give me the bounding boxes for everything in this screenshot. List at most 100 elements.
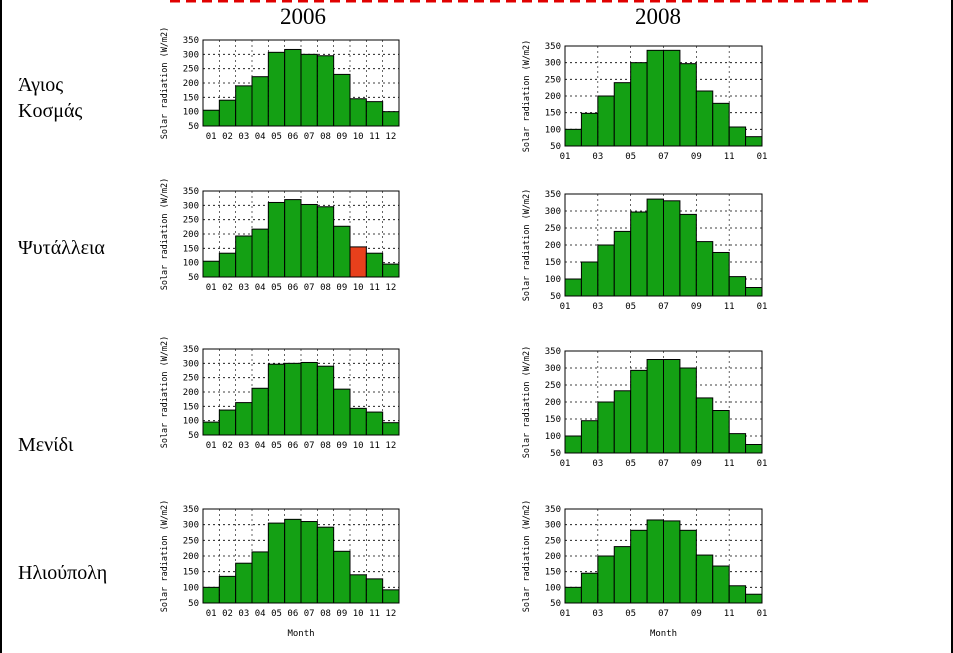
y-tick-label: 50 (550, 142, 561, 152)
y-tick-label: 350 (545, 347, 561, 357)
bar-month-09 (695, 90, 714, 147)
bar-month-07 (663, 200, 681, 297)
bar-month-06 (646, 49, 664, 147)
y-tick-label: 350 (183, 345, 199, 355)
x-tick-label: 03 (592, 459, 603, 469)
year-heading-2006: 2006 (280, 4, 326, 29)
bar-month-06 (284, 362, 302, 436)
bar-month-07 (300, 203, 318, 278)
y-axis-label: Solar radiation (W/m2) (522, 346, 532, 459)
y-tick-label: 200 (545, 552, 561, 562)
y-tick-label: 150 (545, 568, 561, 578)
y-tick-label: 50 (188, 599, 199, 609)
x-tick-label: 02 (222, 132, 233, 142)
bar-month-06 (284, 199, 302, 278)
bar-month-05 (630, 62, 648, 147)
x-tick-label: 04 (255, 441, 266, 451)
y-tick-label: 200 (545, 398, 561, 408)
x-tick-label: 04 (255, 609, 266, 619)
x-tick-label: 06 (287, 132, 298, 142)
y-tick-label: 100 (183, 417, 199, 427)
bar-month-08 (679, 63, 697, 147)
bar-month-07 (663, 49, 681, 147)
bar-month-04 (613, 230, 632, 297)
bar-month-09 (333, 225, 351, 278)
x-tick-label: 08 (320, 132, 331, 142)
y-tick-label: 50 (188, 273, 199, 283)
bar-month-07 (300, 53, 318, 127)
bar-month-08 (316, 526, 335, 604)
y-tick-label: 250 (183, 374, 199, 384)
bar-month-09 (333, 73, 351, 127)
x-tick-label: 04 (255, 132, 266, 142)
x-tick-label: 05 (271, 132, 282, 142)
bar-month-03 (597, 555, 615, 604)
bar-month-07 (300, 521, 318, 604)
bar-month-12 (745, 287, 763, 297)
bar-month-11 (728, 585, 747, 604)
x-tick-label: 01 (560, 302, 571, 312)
x-tick-label: 11 (369, 609, 380, 619)
x-tick-label: 02 (222, 609, 233, 619)
x-tick-label: 09 (336, 609, 347, 619)
x-tick-label: 05 (625, 459, 636, 469)
bar-month-01 (564, 586, 582, 604)
x-tick-label: 12 (385, 609, 396, 619)
x-tick-label: 12 (385, 132, 396, 142)
x-tick-label: 07 (658, 459, 669, 469)
y-tick-label: 250 (183, 65, 199, 75)
chart-Μενίδι-2008: 50 100 150 200 250 300 350 01 03 05 07 09 11 01 Solar … (522, 346, 768, 469)
x-tick-label: 05 (271, 609, 282, 619)
bar-month-03 (235, 85, 253, 127)
x-tick-label: 10 (353, 283, 364, 293)
year-heading-2008: 2008 (635, 4, 681, 29)
bar-month-02 (218, 575, 237, 604)
x-tick-label: 05 (625, 302, 636, 312)
x-tick-label: 03 (238, 283, 249, 293)
y-tick-label: 250 (545, 224, 561, 234)
chart-Ψυτάλλεια-2008: 50 100 150 200 250 300 350 01 03 05 07 09 11 01 Solar … (522, 189, 768, 312)
bar-month-02 (580, 420, 599, 454)
bar-month-03 (235, 402, 253, 436)
y-tick-label: 200 (183, 79, 199, 89)
bar-month-11 (728, 276, 747, 297)
y-tick-label: 350 (183, 505, 199, 515)
x-tick-label: 11 (724, 459, 735, 469)
x-tick-label: 10 (353, 132, 364, 142)
bar-month-05 (630, 369, 648, 454)
x-tick-label: 09 (336, 132, 347, 142)
x-tick-label: 07 (658, 302, 669, 312)
y-tick-label: 350 (545, 190, 561, 200)
bar-month-11 (365, 411, 384, 436)
bar-month-02 (218, 409, 237, 436)
y-tick-label: 50 (550, 292, 561, 302)
y-tick-label: 350 (183, 36, 199, 46)
chart-Άγιος-Κοσμάς-2008: 50 100 150 200 250 300 350 01 03 05 07 09 11 01 Solar … (522, 40, 767, 162)
y-axis-label: Solar radiation (W/m2) (522, 500, 532, 613)
x-tick-label: 01 (560, 459, 571, 469)
x-tick-label: 08 (320, 441, 331, 451)
bar-month-01 (202, 421, 220, 436)
x-tick-label: 12 (385, 441, 396, 451)
bar-month-09 (695, 241, 714, 297)
x-tick-label: 09 (336, 283, 347, 293)
bar-month-09 (333, 550, 351, 604)
y-tick-label: 100 (183, 108, 199, 118)
x-tick-label: 11 (369, 132, 380, 142)
bar-month-06 (646, 198, 664, 297)
x-tick-label: 05 (271, 283, 282, 293)
x-tick-label: 03 (238, 609, 249, 619)
y-tick-label: 100 (545, 125, 561, 135)
y-tick-label: 250 (545, 381, 561, 391)
bar-month-04 (613, 390, 632, 454)
x-tick-label: 08 (320, 609, 331, 619)
bar-month-11 (365, 578, 384, 604)
bar-month-08 (316, 365, 335, 436)
x-tick-label: 01 (757, 302, 768, 312)
x-tick-label: 01 (560, 609, 571, 619)
y-tick-label: 200 (545, 92, 561, 102)
bar-month-04 (251, 228, 269, 278)
bar-month-06 (284, 518, 302, 604)
x-tick-label: 01 (757, 459, 768, 469)
